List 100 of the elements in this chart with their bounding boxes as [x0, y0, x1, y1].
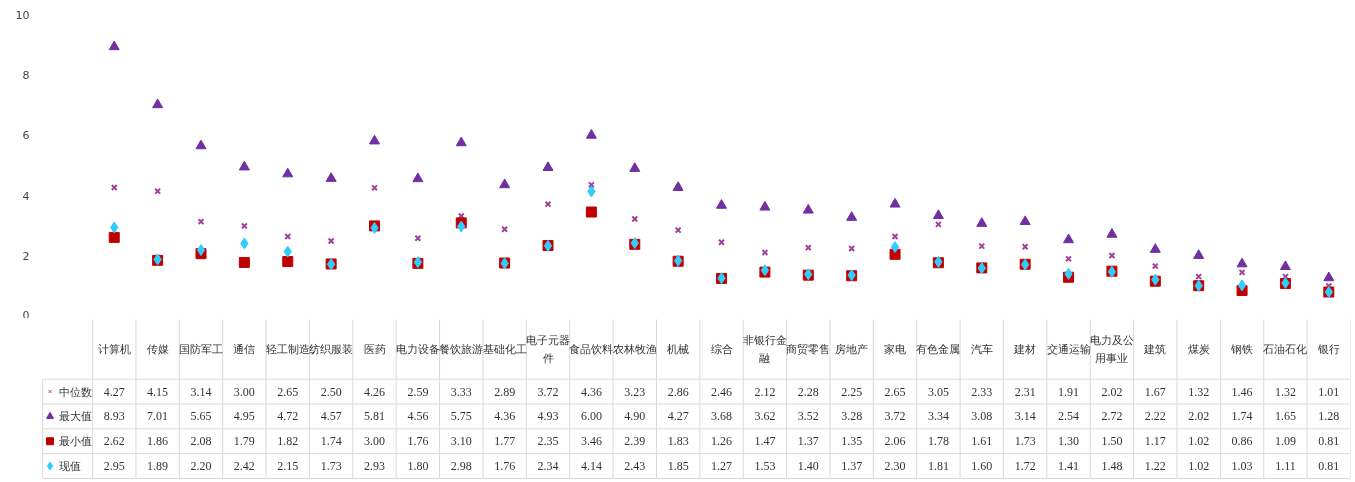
x-tick-label: 餐饮旅游 [439, 343, 484, 356]
data-label: 1.65 [1274, 409, 1296, 424]
x-tick-label: 交通运输 [1046, 343, 1091, 356]
data-label: 5.81 [364, 409, 386, 424]
data-label: 3.68 [711, 409, 733, 424]
data-label: 1.79 [233, 434, 255, 449]
data-label: 1.02 [1188, 459, 1210, 474]
data-label: 2.59 [407, 384, 429, 399]
x-tick-label: 有色金属 [916, 343, 961, 356]
x-tick-label: 商贸零售 [786, 343, 831, 356]
x-tick-label: 通信 [233, 343, 256, 356]
data-label: 2.02 [1101, 384, 1123, 399]
x-tick-label: 非银行金融 [742, 334, 787, 365]
x-tick-label: 银行 [1316, 343, 1340, 356]
data-label: 1.32 [1188, 384, 1210, 399]
x-tick-label: 汽车 [970, 343, 993, 356]
data-label: 1.27 [711, 459, 733, 474]
y-tick-label: 4 [22, 189, 30, 203]
data-label: 3.14 [190, 384, 212, 399]
legend-label: 最大值 [58, 410, 92, 423]
data-label: 3.23 [624, 384, 646, 399]
data-label: 1.81 [927, 459, 949, 474]
data-label: 3.46 [580, 434, 602, 449]
data-label: 2.93 [364, 459, 386, 474]
data-label: 1.73 [320, 459, 342, 474]
data-label: 1.80 [407, 459, 429, 474]
data-label: 2.08 [190, 434, 212, 449]
data-label: 3.14 [1014, 409, 1036, 424]
data-label: 3.05 [927, 384, 949, 399]
y-tick-label: 6 [22, 129, 30, 143]
data-label: 2.86 [667, 384, 689, 399]
data-label: 2.39 [624, 434, 646, 449]
data-label: 1.83 [667, 434, 689, 449]
data-label: 3.28 [841, 409, 863, 424]
data-label: 5.75 [450, 409, 472, 424]
data-label: 4.36 [494, 409, 516, 424]
x-tick-label: 传媒 [146, 343, 169, 356]
data-label: 3.34 [927, 409, 949, 424]
data-label: 4.90 [624, 409, 646, 424]
data-label: 2.65 [277, 384, 299, 399]
data-label: 1.72 [1014, 459, 1036, 474]
data-label: 3.00 [364, 434, 386, 449]
data-label: 1.53 [754, 459, 776, 474]
data-label: 2.98 [450, 459, 472, 474]
data-label: 4.27 [667, 409, 689, 424]
data-label: 1.74 [1231, 409, 1253, 424]
data-label: 1.76 [407, 434, 429, 449]
x-tick-label: 纺织服装 [309, 343, 354, 356]
data-label: 1.40 [797, 459, 819, 474]
data-label: 4.56 [407, 409, 429, 424]
data-label: 3.72 [537, 384, 559, 399]
data-label: 6.00 [580, 409, 602, 424]
x-tick-label: 房地产 [835, 343, 869, 356]
data-label: 2.54 [1058, 409, 1080, 424]
x-tick-label: 机械 [667, 343, 690, 356]
data-label: 1.37 [797, 434, 819, 449]
data-label: 4.26 [364, 384, 386, 399]
data-label: 2.62 [103, 434, 125, 449]
data-label: 4.27 [103, 384, 125, 399]
data-label: 2.42 [233, 459, 255, 474]
data-label: 5.65 [190, 409, 212, 424]
y-tick-label: 10 [15, 8, 30, 22]
data-label: 1.77 [494, 434, 516, 449]
x-tick-label: 轻工制造 [265, 343, 310, 356]
data-label: 1.11 [1275, 459, 1296, 474]
data-label: 1.37 [841, 459, 863, 474]
data-label: 1.41 [1058, 459, 1080, 474]
data-label: 1.67 [1144, 384, 1166, 399]
data-label: 1.74 [320, 434, 342, 449]
data-label: 2.95 [103, 459, 125, 474]
x-tick-label: 基础化工 [482, 343, 527, 356]
data-label: 0.81 [1318, 459, 1340, 474]
legend-label: 现值 [58, 460, 81, 473]
data-label: 2.25 [841, 384, 863, 399]
data-label: 1.47 [754, 434, 776, 449]
data-label: 2.50 [320, 384, 342, 399]
data-label: 1.73 [1014, 434, 1036, 449]
data-label: 1.89 [147, 459, 169, 474]
x-tick-label: 煤炭 [1187, 343, 1210, 356]
legend-label: 中位数 [58, 385, 92, 398]
legend-label: 最小值 [58, 435, 92, 448]
data-label: 2.43 [624, 459, 646, 474]
data-label: 1.60 [971, 459, 993, 474]
y-tick-label: 0 [22, 308, 30, 322]
data-label: 1.30 [1058, 434, 1080, 449]
data-label: 1.01 [1318, 384, 1340, 399]
data-label: 0.86 [1231, 434, 1253, 449]
data-label: 2.12 [754, 384, 776, 399]
data-label: 1.09 [1274, 434, 1296, 449]
data-label: 7.01 [147, 409, 169, 424]
data-label: 1.61 [971, 434, 993, 449]
data-label: 1.86 [147, 434, 169, 449]
x-tick-label: 电力设备 [395, 343, 440, 356]
data-label: 1.78 [927, 434, 949, 449]
data-label: 2.72 [1101, 409, 1123, 424]
data-label: 1.28 [1318, 409, 1340, 424]
data-label: 1.02 [1188, 434, 1210, 449]
data-label: 2.02 [1188, 409, 1210, 424]
data-label: 2.65 [884, 384, 906, 399]
x-tick-label: 医药 [363, 343, 386, 356]
